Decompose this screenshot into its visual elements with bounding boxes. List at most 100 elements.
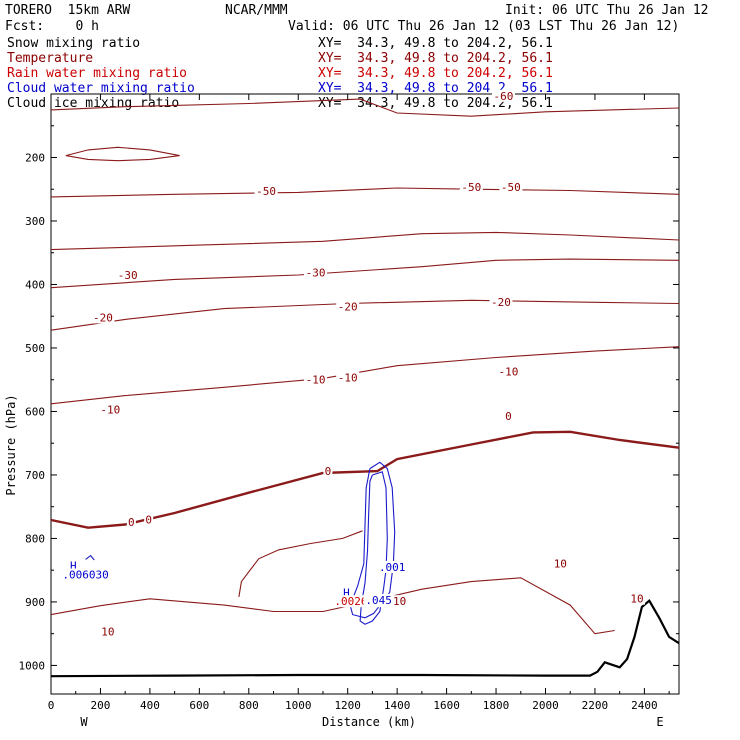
field-xy-cloud-water: XY= 34.3, 49.8 to 204.2, 56.1 — [318, 81, 553, 96]
contour-label-bg — [628, 592, 645, 605]
isotherm--10 — [50, 346, 680, 405]
cloud-water-contour-0 — [349, 461, 396, 619]
field-xy-temperature: XY= 34.3, 49.8 to 204.2, 56.1 — [318, 51, 553, 66]
closed-contour-upper — [65, 146, 180, 162]
model-label: TORERO 15km ARW — [5, 3, 131, 18]
contour-label-bg — [499, 181, 523, 194]
plot-frame — [50, 93, 680, 695]
contour-label-bg — [304, 373, 328, 386]
contour-label-bg — [254, 185, 278, 198]
valid-time: Valid: 06 UTC Thu 26 Jan 12 (03 LST Thu … — [288, 19, 680, 34]
contour-label: .045 — [365, 594, 392, 607]
x-tick-label: 1200 — [334, 699, 361, 712]
contour-label-bg — [363, 593, 394, 606]
contour-label-bg — [459, 181, 483, 194]
field-label-temperature: Temperature — [7, 51, 94, 66]
axis-ticks: 0 200 400 600 800 1000 1200 1400 1600 1800 2000 220… — [19, 94, 679, 712]
field-xy-snow: XY= 34.3, 49.8 to 204.2, 56.1 — [318, 36, 553, 51]
contour-label-bg — [503, 409, 513, 422]
y-axis-title: Pressure (hPa) — [4, 394, 18, 495]
forecast-hour: Fcst: 0 h — [5, 19, 99, 34]
y-tick-label: 200 — [25, 151, 45, 164]
contour-label-bg — [116, 268, 140, 281]
x-tick-label: 600 — [189, 699, 209, 712]
contour-label: 10 — [554, 558, 567, 571]
x-tick-label: 2400 — [631, 699, 658, 712]
contour-mid-bulge — [238, 530, 363, 597]
isotherm--20 — [50, 299, 680, 331]
y-tick-label: 800 — [25, 532, 45, 545]
cloud-water-contour-2 — [85, 554, 95, 561]
x-tick-label: 1800 — [483, 699, 510, 712]
y-tick-label: 300 — [25, 215, 45, 228]
contour-label: -30 — [306, 266, 326, 279]
contour-label: -10 — [100, 403, 120, 416]
y-tick-label: 500 — [25, 342, 45, 355]
contour-label: 10 — [101, 626, 114, 639]
x-tick-label: 400 — [140, 699, 160, 712]
isotherm-0 — [50, 430, 680, 529]
contour-label: H — [343, 586, 350, 599]
y-tick-label: 900 — [25, 596, 45, 609]
contour-label-bg — [391, 595, 408, 608]
y-tick-label: 700 — [25, 469, 45, 482]
field-label-cloud-ice: Cloud ice mixing ratio — [7, 96, 180, 111]
x-tick-label: 0 — [48, 699, 55, 712]
contour-label-bg — [126, 515, 136, 528]
contour-label-bg — [377, 560, 408, 573]
contour-label-bg — [552, 557, 569, 570]
contour-label-bg — [68, 559, 78, 572]
isotherm--60 — [50, 98, 680, 117]
east-label: E — [656, 715, 663, 729]
contour-label-bg — [336, 371, 360, 384]
org-label: NCAR/MMM — [225, 3, 288, 18]
contour-label-bg — [304, 266, 328, 279]
contour-label: -20 — [491, 296, 511, 309]
contour-label-bg — [336, 300, 360, 313]
isotherm--30 — [50, 258, 680, 289]
contour-labels: -60 -50 -50 -50 -30 -30 -20 -20 -20 -10 -10 -10 -10 0… — [60, 89, 645, 639]
contour-label: 10 — [630, 593, 643, 606]
contour-label: .001 — [379, 561, 406, 574]
contour-label: 0 — [128, 516, 135, 529]
terrain-surface — [50, 599, 680, 678]
contour-label: 0 — [325, 465, 332, 478]
contour-label: H — [70, 560, 77, 573]
contour-label-bg — [341, 586, 351, 599]
x-tick-label: 2000 — [532, 699, 559, 712]
x-tick-label: 1400 — [384, 699, 411, 712]
isotherm--40 — [50, 231, 680, 251]
contour-label: -20 — [93, 311, 113, 324]
cloud-water-contours — [85, 461, 396, 625]
contour-label: -50 — [461, 181, 481, 194]
x-tick-label: 800 — [239, 699, 259, 712]
isotherm--50 — [50, 187, 680, 198]
contour-label-bg — [99, 625, 116, 638]
field-label-rain: Rain water mixing ratio — [7, 66, 188, 81]
contour-label: -10 — [306, 374, 326, 387]
contour-label-bg — [323, 465, 333, 478]
contour-label: .006030 — [62, 569, 108, 582]
contour-label: 0 — [145, 513, 152, 526]
contour-label-bg — [91, 311, 115, 324]
field-xy-cloud-ice: XY= 34.3, 49.8 to 204.2, 56.1 — [318, 96, 553, 111]
init-time: Init: 06 UTC Thu 26 Jan 12 — [505, 3, 709, 18]
contour-label: -30 — [118, 269, 138, 282]
field-label-snow: Snow mixing ratio — [7, 36, 141, 51]
contour-label: 0 — [505, 410, 512, 423]
y-tick-label: 400 — [25, 278, 45, 291]
y-tick-label: 1000 — [19, 659, 46, 672]
y-tick-label: 600 — [25, 405, 45, 418]
x-tick-label: 200 — [91, 699, 111, 712]
x-tick-label: 1600 — [433, 699, 460, 712]
field-label-cloud-water: Cloud water mixing ratio — [7, 81, 195, 96]
field-xy-rain: XY= 34.3, 49.8 to 204.2, 56.1 — [318, 66, 553, 81]
contour-label-bg — [496, 365, 520, 378]
contour-label: -10 — [498, 365, 518, 378]
contour-label: 10 — [393, 595, 406, 608]
contour-label-bg — [489, 296, 513, 309]
contour-label: -20 — [338, 301, 358, 314]
temperature-isotherms — [50, 98, 680, 635]
contour-label-bg — [98, 403, 122, 416]
